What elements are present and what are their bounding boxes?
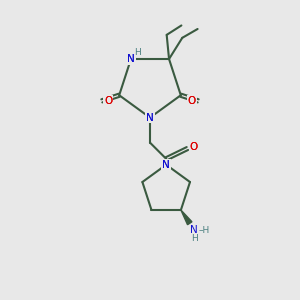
Text: H: H: [134, 48, 141, 57]
Text: O: O: [188, 96, 196, 106]
Text: O: O: [190, 142, 198, 152]
Text: O: O: [104, 96, 112, 106]
Text: N: N: [127, 54, 135, 64]
Text: O: O: [190, 142, 198, 152]
Text: O: O: [188, 96, 196, 106]
Text: –H: –H: [199, 226, 210, 235]
Text: O: O: [104, 96, 112, 106]
Text: N: N: [162, 160, 170, 170]
Text: N: N: [190, 225, 198, 235]
Polygon shape: [181, 210, 192, 225]
Text: N: N: [146, 112, 154, 123]
Text: N: N: [146, 112, 154, 123]
Text: N: N: [162, 160, 170, 170]
Text: N: N: [127, 54, 135, 64]
Text: H: H: [191, 234, 197, 243]
